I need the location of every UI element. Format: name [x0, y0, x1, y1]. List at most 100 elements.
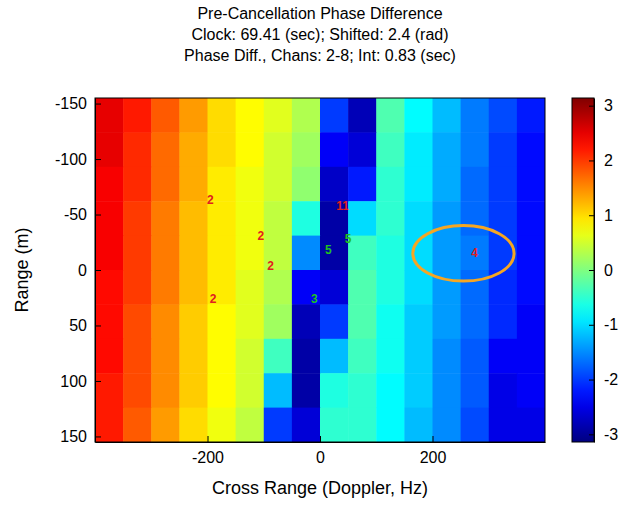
tick: 0 [316, 436, 325, 466]
subtitle: Phase Diff., Chans: 2-8; Int: 0.83 (sec) [184, 47, 456, 64]
cell [236, 270, 265, 305]
cell [320, 270, 349, 305]
cell [264, 132, 293, 167]
cell [264, 201, 293, 236]
cell [517, 270, 545, 305]
cell [376, 167, 405, 202]
cell [264, 408, 293, 442]
tick: -200 [192, 436, 224, 466]
cell [264, 167, 293, 202]
cell [433, 98, 462, 133]
cell [236, 132, 265, 167]
tick-mark [589, 325, 594, 326]
cell [517, 98, 545, 133]
cell [179, 132, 208, 167]
tick-mark [589, 380, 594, 381]
cell [404, 270, 433, 305]
y-axis-title: Range (m) [12, 227, 32, 312]
cell [461, 132, 490, 167]
cell [461, 408, 490, 442]
annotation: 2 [267, 259, 274, 273]
cell [461, 373, 490, 408]
tick-mark [95, 436, 101, 437]
cell [348, 304, 377, 339]
cell [292, 373, 321, 408]
cell [95, 339, 124, 374]
cell [264, 270, 293, 305]
tick-label: 150 [60, 428, 87, 445]
chart: Pre-Cancellation Phase Difference Clock: … [0, 0, 631, 506]
cell [179, 236, 208, 271]
subtitle: Clock: 69.41 (sec); Shifted: 2.4 (rad) [192, 26, 449, 43]
cell [517, 408, 545, 442]
cell [404, 408, 433, 442]
cell [517, 236, 545, 271]
cell [517, 373, 545, 408]
x-axis-title: Cross Range (Doppler, Hz) [212, 478, 428, 498]
tick-label: -50 [64, 206, 87, 223]
cell [208, 304, 237, 339]
axis-line [594, 99, 595, 443]
title: Pre-Cancellation Phase Difference [197, 5, 442, 22]
cell [348, 132, 377, 167]
tick-mark [95, 270, 101, 271]
cell [95, 236, 124, 271]
cell [236, 98, 265, 133]
cell [95, 98, 124, 133]
cell [433, 132, 462, 167]
cell [292, 236, 321, 271]
cell [461, 304, 490, 339]
cell [320, 304, 349, 339]
cell [264, 304, 293, 339]
tick-label: -2 [604, 371, 618, 388]
cell [236, 304, 265, 339]
tick-label: -3 [604, 426, 618, 443]
cell [95, 270, 124, 305]
cell [461, 201, 490, 236]
cell [517, 201, 545, 236]
tick: -150 [55, 95, 101, 112]
tick-mark [589, 215, 594, 216]
cell [123, 236, 152, 271]
cell [151, 167, 180, 202]
cell [208, 408, 237, 442]
y-axis: -150-100-50050100150 [55, 95, 101, 445]
tick: -2 [589, 371, 618, 388]
cell [404, 373, 433, 408]
cell [348, 270, 377, 305]
plot-frame [95, 98, 545, 442]
tick-mark [589, 106, 594, 107]
cell [179, 167, 208, 202]
cell [348, 236, 377, 271]
cell [292, 201, 321, 236]
cell [292, 167, 321, 202]
cell [151, 270, 180, 305]
tick-mark [95, 215, 101, 216]
cell [208, 339, 237, 374]
tick: 0 [589, 262, 613, 279]
tick: 50 [69, 317, 101, 334]
cell [461, 339, 490, 374]
tick: -100 [55, 151, 101, 168]
cell [489, 98, 518, 133]
cell [292, 408, 321, 442]
tick: 150 [60, 428, 101, 445]
tick-label: 0 [604, 262, 613, 279]
cell [489, 167, 518, 202]
cell [95, 167, 124, 202]
cell [376, 339, 405, 374]
cell [123, 304, 152, 339]
cell [151, 304, 180, 339]
tick-label: 0 [78, 262, 87, 279]
cell [123, 339, 152, 374]
tick-label: 0 [316, 449, 325, 466]
cell [320, 339, 349, 374]
cell [95, 132, 124, 167]
tick-mark [433, 436, 434, 442]
cell [489, 304, 518, 339]
axis-line [96, 442, 546, 443]
tick: 3 [589, 97, 613, 114]
cell [179, 408, 208, 442]
tick-label: -100 [55, 151, 87, 168]
annotation: 5 [325, 243, 332, 257]
